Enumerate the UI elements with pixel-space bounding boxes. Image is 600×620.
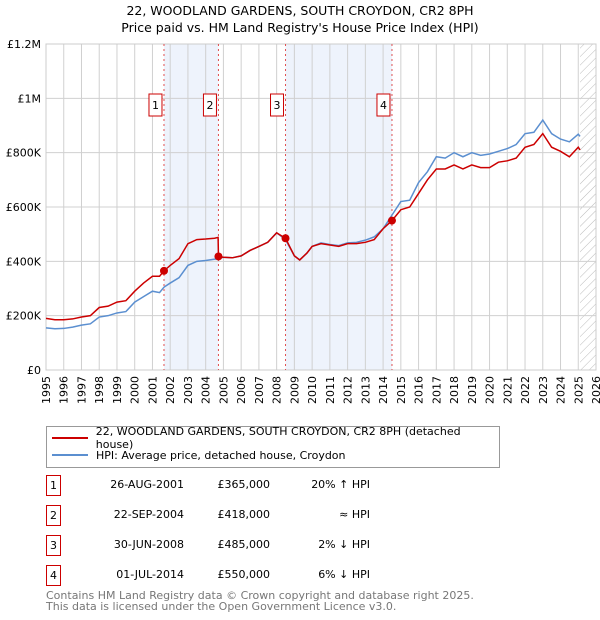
x-tick-label: 2026 bbox=[590, 376, 600, 404]
transaction-hpi-comparison: 20% ↑ HPI bbox=[311, 478, 370, 491]
x-tick-label: 2003 bbox=[182, 376, 195, 404]
x-tick-label: 2013 bbox=[359, 376, 372, 404]
transaction-marker: 1 bbox=[46, 475, 61, 496]
sale-point bbox=[159, 266, 168, 275]
x-tick-label: 2002 bbox=[164, 376, 177, 404]
legend: 22, WOODLAND GARDENS, SOUTH CROYDON, CR2… bbox=[46, 425, 500, 468]
transaction-row: 2 22-SEP-2004 £418,000 ≈ HPI bbox=[46, 505, 406, 526]
x-tick-label: 2016 bbox=[413, 376, 426, 404]
x-tick-label: 2008 bbox=[271, 376, 284, 404]
title-address: 22, WOODLAND GARDENS, SOUTH CROYDON, CR2… bbox=[126, 3, 474, 18]
transaction-row: 1 26-AUG-2001 £365,000 20% ↑ HPI bbox=[46, 475, 406, 496]
chart-title: 22, WOODLAND GARDENS, SOUTH CROYDON, CR2… bbox=[0, 2, 600, 36]
y-tick-label: £800K bbox=[6, 147, 42, 160]
x-tick-label: 1998 bbox=[93, 376, 106, 404]
property-series-line bbox=[45, 132, 581, 321]
transaction-marker: 4 bbox=[46, 565, 61, 586]
x-tick-label: 1999 bbox=[111, 376, 124, 404]
x-tick-label: 2024 bbox=[555, 376, 568, 404]
sale-point bbox=[281, 234, 290, 243]
transaction-hpi-comparison: 6% ↓ HPI bbox=[318, 568, 370, 581]
y-tick-label: £200K bbox=[6, 310, 42, 323]
y-tick-label: £1.2M bbox=[7, 38, 41, 51]
x-tick-label: 2014 bbox=[377, 376, 390, 404]
transaction-date: 22-SEP-2004 bbox=[113, 508, 184, 521]
transaction-price: £550,000 bbox=[217, 568, 271, 581]
x-tick-label: 2023 bbox=[537, 376, 550, 404]
transaction-date: 01-JUL-2014 bbox=[116, 568, 184, 581]
x-tick-label: 2021 bbox=[501, 376, 514, 404]
transaction-date: 26-AUG-2001 bbox=[110, 478, 184, 491]
sale-label: 4 bbox=[380, 99, 387, 112]
footer-licence: This data is licensed under the Open Gov… bbox=[46, 600, 397, 613]
x-tick-label: 1996 bbox=[58, 376, 71, 404]
x-tick-label: 2015 bbox=[395, 376, 408, 404]
x-tick-label: 2004 bbox=[200, 376, 213, 404]
legend-label-hpi: HPI: Average price, detached house, Croy… bbox=[96, 448, 346, 462]
x-tick-label: 2011 bbox=[324, 376, 337, 404]
plot-frame bbox=[45, 43, 597, 371]
transaction-marker: 2 bbox=[46, 505, 61, 526]
x-tick-label: 1997 bbox=[75, 376, 88, 404]
x-tick-label: 2005 bbox=[217, 376, 230, 404]
sale-label-box bbox=[376, 93, 391, 117]
legend-item-hpi: HPI: Average price, detached house, Croy… bbox=[52, 447, 346, 463]
y-tick-label: £1M bbox=[18, 92, 42, 105]
transaction-hpi-comparison: 2% ↓ HPI bbox=[318, 538, 370, 551]
sale-label-box bbox=[270, 93, 285, 117]
sale-label-box bbox=[202, 93, 217, 117]
x-tick-label: 2025 bbox=[572, 376, 585, 404]
x-tick-label: 2001 bbox=[146, 376, 159, 404]
x-tick-label: 2010 bbox=[306, 376, 319, 404]
x-tick-label: 2000 bbox=[129, 376, 142, 404]
legend-item-property: 22, WOODLAND GARDENS, SOUTH CROYDON, CR2… bbox=[52, 425, 499, 451]
y-tick-label: £400K bbox=[6, 255, 42, 268]
y-tick-label: £0 bbox=[27, 364, 41, 377]
x-tick-label: 2006 bbox=[235, 376, 248, 404]
price-chart: 1995 1996 1997 1998 1999 2000 2001 2002 2003 2004… bbox=[6, 38, 600, 404]
x-tick-label: 1995 bbox=[40, 376, 53, 404]
transaction-date: 30-JUN-2008 bbox=[113, 538, 184, 551]
legend-swatch-red bbox=[52, 437, 88, 439]
transaction-hpi-comparison: ≈ HPI bbox=[339, 508, 370, 521]
transaction-price: £485,000 bbox=[217, 538, 271, 551]
sale-label: 2 bbox=[206, 99, 213, 112]
transaction-marker: 3 bbox=[46, 535, 61, 556]
x-tick-label: 2018 bbox=[448, 376, 461, 404]
x-tick-label: 2007 bbox=[253, 376, 266, 404]
x-tick-label: 2022 bbox=[519, 376, 532, 404]
sale-point bbox=[387, 216, 396, 225]
transaction-price: £418,000 bbox=[217, 508, 271, 521]
footer-copyright: Contains HM Land Registry data © Crown c… bbox=[46, 589, 474, 602]
footer: Contains HM Land Registry data © Crown c… bbox=[46, 590, 474, 612]
sale-label-box bbox=[148, 93, 163, 117]
transaction-row: 3 30-JUN-2008 £485,000 2% ↓ HPI bbox=[46, 535, 406, 556]
legend-swatch-blue bbox=[52, 454, 88, 456]
sale-label: 3 bbox=[274, 99, 281, 112]
transaction-price: £365,000 bbox=[217, 478, 271, 491]
x-tick-label: 2020 bbox=[484, 376, 497, 404]
title-subtitle: Price paid vs. HM Land Registry's House … bbox=[121, 20, 479, 35]
sale-point bbox=[214, 252, 223, 261]
x-tick-label: 2019 bbox=[466, 376, 479, 404]
x-tick-label: 2012 bbox=[342, 376, 355, 404]
x-tick-label: 2009 bbox=[288, 376, 301, 404]
legend-label-property: 22, WOODLAND GARDENS, SOUTH CROYDON, CR2… bbox=[95, 425, 461, 451]
x-tick-label: 2017 bbox=[430, 376, 443, 404]
y-tick-label: £600K bbox=[6, 201, 42, 214]
sale-label: 1 bbox=[152, 99, 159, 112]
transaction-row: 4 01-JUL-2014 £550,000 6% ↓ HPI bbox=[46, 565, 406, 586]
